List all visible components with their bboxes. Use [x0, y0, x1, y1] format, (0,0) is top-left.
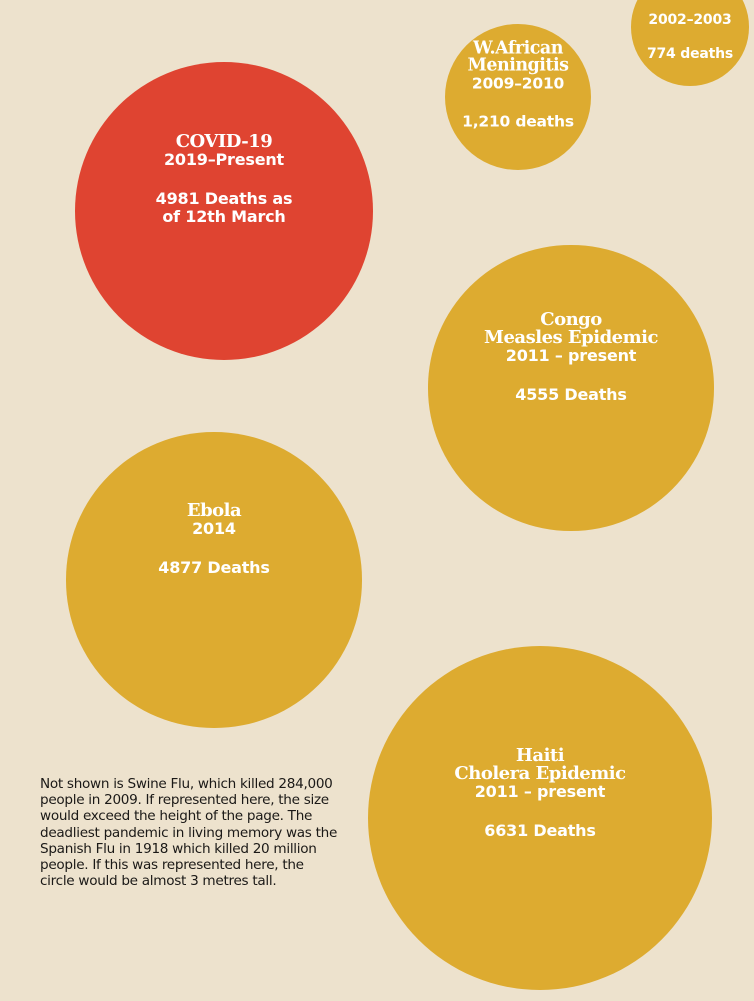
- bubble-label-haiti-cholera-epidemic: Haiti Cholera Epidemic 2011 – present 6631 …: [454, 745, 626, 841]
- bubble-haiti-cholera-epidemic: [368, 646, 712, 990]
- bubble-deaths: 4877 Deaths: [158, 558, 270, 578]
- bubble-period: 2014: [192, 519, 236, 539]
- bubble-w-african-meningitis: [444, 23, 592, 171]
- bubble-label-covid-19: COVID-19 2019–Present 4981 Deaths as of 12t…: [155, 130, 293, 227]
- bubble-name: W.African Meningitis: [467, 38, 569, 77]
- bubble-name: COVID-19: [175, 130, 273, 152]
- bubble-name: Ebola: [186, 500, 242, 522]
- bubble-deaths: 774 deaths: [646, 46, 734, 63]
- bubble-period: 2011 – present: [474, 782, 606, 802]
- bubble-name: Haiti Cholera Epidemic: [454, 745, 626, 785]
- bubble-period: 2009–2010: [471, 74, 565, 93]
- bubble-deaths: 4555 Deaths: [515, 385, 627, 405]
- bubble-period: 2002–2003: [648, 11, 732, 28]
- bubble-deaths: 6631 Deaths: [484, 821, 596, 841]
- bubble-deaths: 1,210 deaths: [462, 112, 574, 131]
- bubble-period: 2011 – present: [505, 346, 637, 366]
- bubble-label-2002-2003: 2002–2003 774 deaths: [647, 12, 733, 62]
- bubble-label-ebola: Ebola 2014 4877 Deaths: [158, 500, 270, 578]
- bubble-label-congo-measles-epidemic: Congo Measles Epidemic 2011 – present 4555 …: [484, 311, 658, 405]
- bubble-covid-19: [74, 61, 374, 361]
- bubble-deaths: 4981 Deaths as of 12th March: [155, 188, 293, 227]
- bubble-label-w-african-meningitis: W.African Meningitis 2009–2010 1,210 deaths: [462, 38, 574, 132]
- bubble-name: Congo Measles Epidemic: [484, 309, 658, 349]
- bubble-congo-measles-epidemic: [428, 245, 714, 531]
- footnote-text: Not shown is Swine Flu, which killed 284…: [40, 776, 338, 890]
- bubble-period: 2019–Present: [163, 149, 284, 169]
- bubble-ebola: [66, 432, 362, 728]
